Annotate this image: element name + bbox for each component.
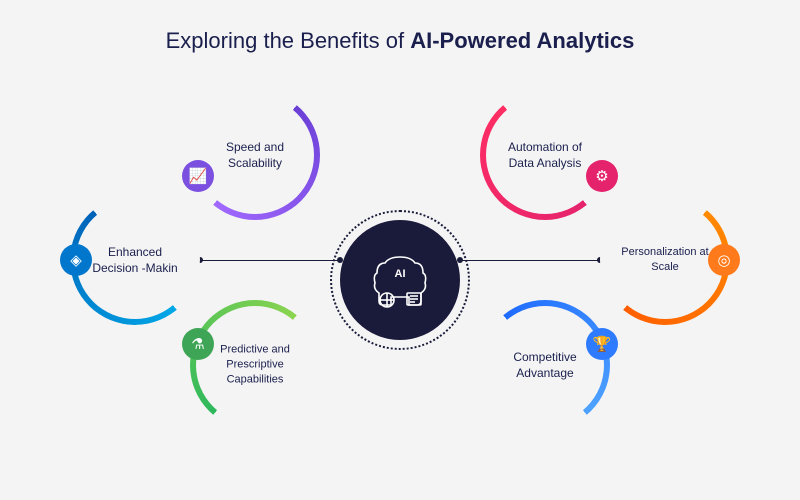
automation-icon: ⚙ [586, 160, 618, 192]
node-label: Speed and Scalability [205, 139, 305, 171]
node-enhanced-decision: Enhanced Decision -Makin ◈ [70, 195, 200, 325]
node-predictive: Predictive and Prescriptive Capabilities… [190, 300, 320, 430]
diagram-stage: AI Enhanced Decision -Makin ◈ Speed and … [0, 0, 800, 500]
node-competitive: Competitive Advantage 🏆 [480, 300, 610, 430]
person-target-icon: ◎ [708, 244, 740, 276]
node-label: Predictive and Prescriptive Capabilities [205, 343, 305, 388]
target-icon: ◈ [60, 244, 92, 276]
ai-brain-icon: AI [365, 245, 435, 315]
node-label: Automation of Data Analysis [495, 139, 595, 171]
node-label: Enhanced Decision -Makin [85, 244, 185, 276]
node-speed-scalability: Speed and Scalability 📈 [190, 90, 320, 220]
connector-left [200, 260, 340, 261]
lab-icon: ⚗ [182, 328, 214, 360]
svg-text:AI: AI [395, 268, 406, 280]
node-label: Competitive Advantage [495, 349, 595, 381]
node-label: Personalization at Scale [615, 245, 715, 275]
connector-right [460, 260, 600, 261]
center-hub: AI [340, 220, 460, 340]
node-automation: Automation of Data Analysis ⚙ [480, 90, 610, 220]
trophy-icon: 🏆 [586, 328, 618, 360]
chart-up-icon: 📈 [182, 160, 214, 192]
node-personalization: Personalization at Scale ◎ [600, 195, 730, 325]
